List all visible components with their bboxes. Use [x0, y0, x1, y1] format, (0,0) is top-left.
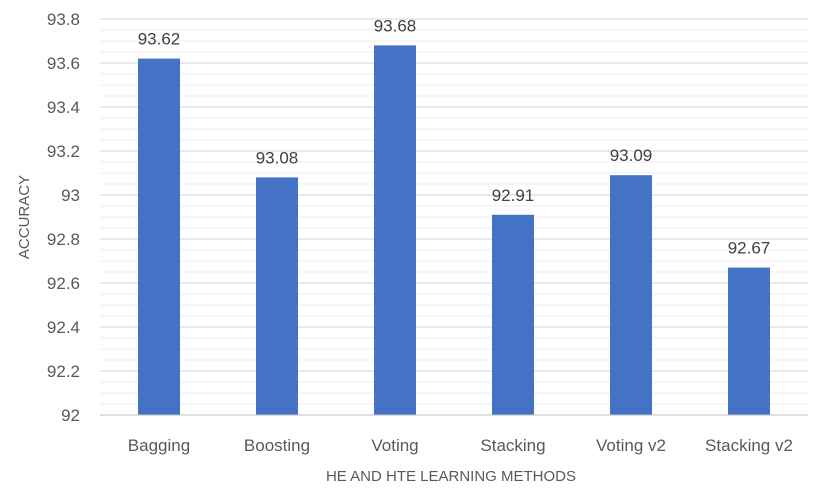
data-label: 93.08 — [256, 148, 299, 167]
y-tick-label: 92.4 — [47, 318, 80, 337]
x-axis-ticks: Bagging Boosting Voting Stacking Voting v2 St… — [128, 436, 793, 455]
data-label: 93.62 — [138, 30, 181, 49]
data-label: 92.67 — [728, 239, 771, 258]
bar — [374, 45, 416, 416]
data-label: 93.09 — [610, 146, 653, 165]
x-tick-label: Voting — [371, 436, 418, 455]
data-label: 93.68 — [374, 16, 417, 35]
x-tick-label: Stacking — [480, 436, 545, 455]
x-tick-label: Stacking v2 — [705, 436, 793, 455]
gridlines — [100, 18, 808, 405]
bar — [728, 267, 770, 415]
x-axis-title: HE AND HTE LEARNING METHODS — [326, 468, 576, 485]
bars — [138, 45, 770, 416]
x-tick-label: Boosting — [244, 436, 310, 455]
bar — [138, 58, 180, 415]
x-tick-label: Bagging — [128, 436, 190, 455]
y-tick-label: 93.4 — [47, 98, 80, 117]
y-tick-label: 92.6 — [47, 274, 80, 293]
y-axis-ticks: 92 92.2 92.4 92.6 92.8 93 93.2 93.4 93.6 93.8 — [47, 10, 80, 425]
bar — [610, 175, 652, 415]
y-tick-label: 93.8 — [47, 10, 80, 29]
bar — [256, 177, 298, 415]
y-tick-label: 93.6 — [47, 54, 80, 73]
bar — [492, 214, 534, 415]
x-tick-label: Voting v2 — [596, 436, 666, 455]
y-tick-label: 93 — [61, 186, 80, 205]
data-label: 92.91 — [492, 186, 535, 205]
y-tick-label: 92.2 — [47, 362, 80, 381]
y-tick-label: 92 — [61, 406, 80, 425]
y-tick-label: 92.8 — [47, 230, 80, 249]
data-labels: 93.62 93.08 93.68 92.91 93.09 92.67 — [138, 16, 771, 257]
y-axis-title: ACCURACY — [16, 175, 33, 259]
y-tick-label: 93.2 — [47, 142, 80, 161]
